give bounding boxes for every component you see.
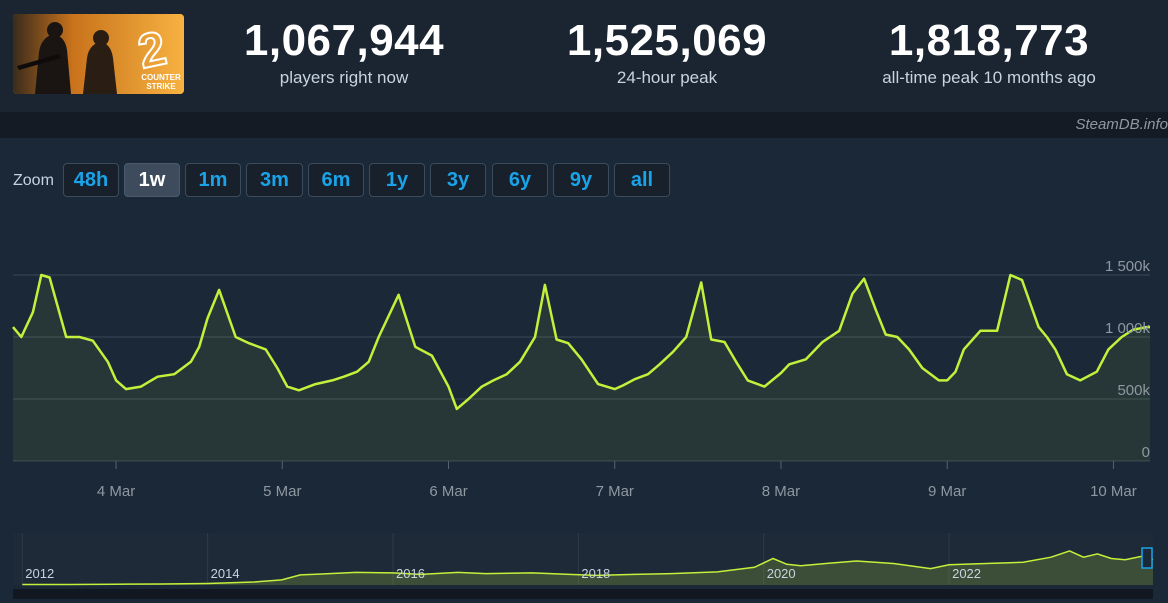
y-tick-label: 1 000k <box>1105 320 1151 337</box>
navigator-year-label: 2018 <box>581 566 610 581</box>
x-tick-label: 6 Mar <box>429 483 467 500</box>
zoom-6m-button[interactable]: 6m <box>308 163 364 197</box>
svg-text:STRIKE: STRIKE <box>146 82 176 91</box>
zoom-9y-button[interactable]: 9y <box>553 163 609 197</box>
series-area-fill <box>13 275 1150 461</box>
x-tick-label: 4 Mar <box>97 483 135 500</box>
navigator-line <box>22 550 1154 586</box>
zoom-3y-button[interactable]: 3y <box>430 163 486 197</box>
game-cover-image[interactable]: 2 COUNTER STRIKE <box>13 14 184 94</box>
peak-24h-label: 24-hour peak <box>616 68 718 87</box>
zoom-1w-button[interactable]: 1w <box>124 163 180 197</box>
game-logo-text: COUNTER <box>141 73 181 82</box>
timeline-navigator[interactable]: 2012 2014 2016 2018 2020 2022 <box>0 530 1168 603</box>
navigator-area <box>22 550 1153 585</box>
alltime-peak-value: 1,818,773 <box>888 16 1090 65</box>
navigator-scrollbar-track <box>13 589 1153 599</box>
navigator-year-labels: 2012 2014 2016 2018 2020 2022 <box>25 566 981 581</box>
steamdb-credit[interactable]: SteamDB.info <box>1075 116 1168 133</box>
zoom-label: Zoom <box>13 172 54 189</box>
credit-bar <box>0 112 1168 138</box>
x-axis-labels: 4 Mar 5 Mar 6 Mar 7 Mar 8 Mar 9 Mar 10 Mar <box>97 461 1137 500</box>
alltime-peak-label: all-time peak 10 months ago <box>882 68 1096 87</box>
x-tick-label: 10 Mar <box>1090 483 1137 500</box>
peak-24h-value: 1,525,069 <box>566 16 768 65</box>
navigator-background <box>13 533 1153 585</box>
navigator-handle <box>1141 547 1153 569</box>
series-line <box>12 273 1150 411</box>
zoom-48h-button[interactable]: 48h <box>63 163 119 197</box>
current-players-value: 1,067,944 <box>243 16 445 65</box>
peak-24h-stat: 1,525,069 24-hour peak <box>547 16 787 88</box>
navigator-gridlines <box>21 533 950 585</box>
zoom-6y-button[interactable]: 6y <box>492 163 548 197</box>
zoom-all-button[interactable]: all <box>614 163 670 197</box>
alltime-peak-stat: 1,818,773 all-time peak 10 months ago <box>848 16 1130 88</box>
player-count-chart[interactable]: 0 500k 1 000k 1 500k 4 Mar 5 Mar 6 Mar 7 Mar 8 … <box>0 205 1168 505</box>
navigator-year-label: 2014 <box>211 566 240 581</box>
x-tick-label: 5 Mar <box>263 483 301 500</box>
y-axis-labels: 0 500k 1 000k 1 500k <box>1105 258 1151 461</box>
stats-header: 2 COUNTER STRIKE 1,067,944 players right… <box>0 0 1168 112</box>
navigator-year-label: 2012 <box>25 566 54 581</box>
y-tick-label: 0 <box>1142 444 1150 461</box>
navigator-year-label: 2016 <box>396 566 425 581</box>
zoom-1m-button[interactable]: 1m <box>185 163 241 197</box>
current-players-label: players right now <box>279 68 409 87</box>
x-tick-label: 8 Mar <box>762 483 800 500</box>
current-players-stat: 1,067,944 players right now <box>224 16 464 88</box>
navigator-year-label: 2022 <box>952 566 981 581</box>
x-tick-label: 9 Mar <box>928 483 966 500</box>
y-tick-label: 500k <box>1117 382 1150 399</box>
navigator-year-label: 2020 <box>767 566 796 581</box>
x-tick-label: 7 Mar <box>596 483 634 500</box>
zoom-1y-button[interactable]: 1y <box>369 163 425 197</box>
game-cover-art: 2 COUNTER STRIKE <box>13 14 184 94</box>
zoom-3m-button[interactable]: 3m <box>246 163 303 197</box>
y-tick-label: 1 500k <box>1105 258 1151 275</box>
